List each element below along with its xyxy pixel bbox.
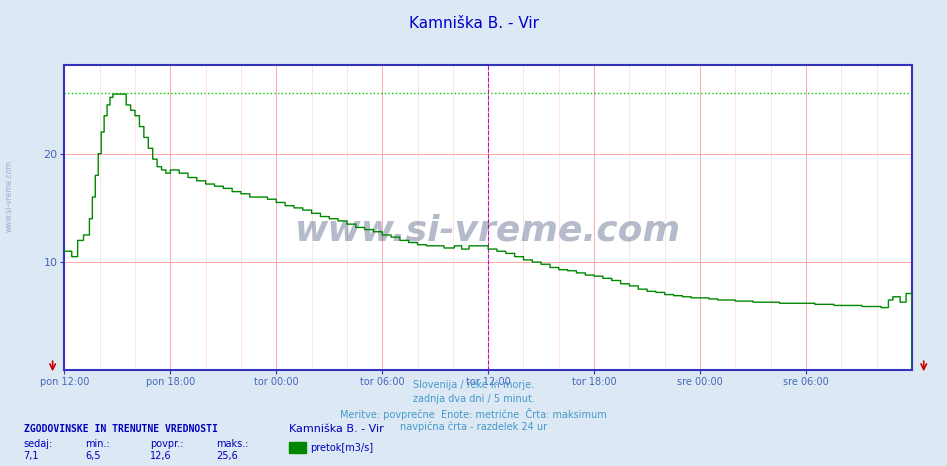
Text: ZGODOVINSKE IN TRENUTNE VREDNOSTI: ZGODOVINSKE IN TRENUTNE VREDNOSTI (24, 424, 218, 434)
Text: 12,6: 12,6 (150, 451, 171, 461)
Text: 7,1: 7,1 (24, 451, 39, 461)
Text: min.:: min.: (85, 439, 110, 449)
Text: www.si-vreme.com: www.si-vreme.com (5, 160, 14, 232)
Text: Meritve: povprečne  Enote: metrične  Črta: maksimum: Meritve: povprečne Enote: metrične Črta:… (340, 408, 607, 420)
Text: povpr.:: povpr.: (150, 439, 183, 449)
Text: Slovenija / reke in morje.: Slovenija / reke in morje. (413, 380, 534, 390)
Text: Kamniška B. - Vir: Kamniška B. - Vir (408, 16, 539, 31)
Text: maks.:: maks.: (216, 439, 248, 449)
Text: 6,5: 6,5 (85, 451, 100, 461)
Text: www.si-vreme.com: www.si-vreme.com (295, 213, 681, 247)
Text: zadnja dva dni / 5 minut.: zadnja dva dni / 5 minut. (413, 394, 534, 404)
Text: pretok[m3/s]: pretok[m3/s] (310, 443, 373, 453)
Text: sedaj:: sedaj: (24, 439, 53, 449)
Text: 25,6: 25,6 (216, 451, 238, 461)
Text: navpična črta - razdelek 24 ur: navpična črta - razdelek 24 ur (400, 422, 547, 432)
Text: Kamniška B. - Vir: Kamniška B. - Vir (289, 424, 384, 434)
